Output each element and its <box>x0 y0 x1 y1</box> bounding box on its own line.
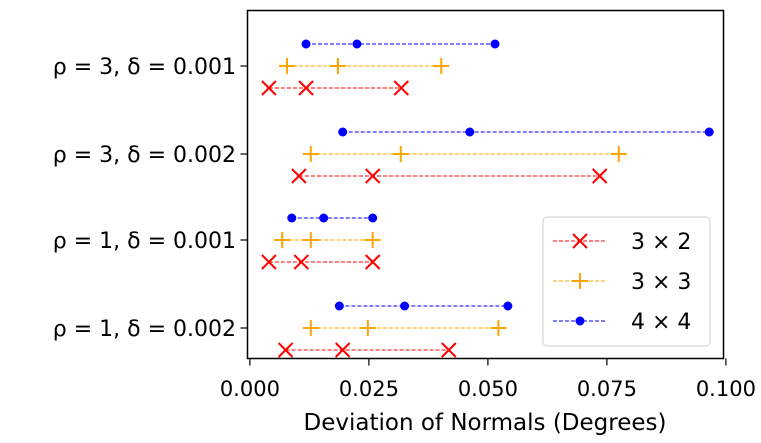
data-point <box>400 301 410 311</box>
data-point <box>704 127 714 137</box>
data-point <box>393 80 409 96</box>
data-point <box>291 168 307 184</box>
data-point <box>465 127 475 137</box>
legend-marker <box>572 233 588 249</box>
y-tick-label: ρ = 1, δ = 0.002 <box>53 317 236 342</box>
data-point <box>274 232 291 248</box>
legend-label: 4 × 4 <box>631 310 691 335</box>
data-point <box>352 39 362 49</box>
data-point <box>359 320 376 336</box>
data-point <box>279 58 296 74</box>
data-point <box>293 254 309 270</box>
plot-frame <box>246 9 725 360</box>
data-point <box>298 80 314 96</box>
data-point <box>503 301 513 311</box>
legend-marker <box>572 273 588 289</box>
data-point <box>592 168 608 184</box>
data-point <box>261 254 277 270</box>
data-point <box>364 254 381 270</box>
y-axis: ρ = 3, δ = 0.001 ρ = 3, δ = 0.002 ρ = 1, δ… <box>53 55 248 342</box>
x-tick-label: 0.050 <box>458 377 518 401</box>
data-point <box>261 80 277 96</box>
data-point <box>319 213 329 223</box>
x-tick-label: 0.075 <box>577 377 637 401</box>
data-point <box>302 320 319 336</box>
data-point <box>364 168 381 184</box>
data-point <box>287 213 297 223</box>
data-point <box>368 213 378 223</box>
data-point <box>610 146 627 162</box>
data-point <box>334 342 351 358</box>
data-point <box>490 39 500 49</box>
data-point <box>441 342 457 358</box>
data-point <box>329 58 346 74</box>
data-point <box>277 342 294 358</box>
data-point <box>433 58 450 74</box>
y-tick-label: ρ = 1, δ = 0.001 <box>53 229 236 254</box>
plot-marks <box>261 39 714 358</box>
data-point <box>338 127 348 137</box>
data-point <box>301 39 311 49</box>
data-point <box>364 232 381 248</box>
x-axis-label: Deviation of Normals (Degrees) <box>304 410 667 436</box>
data-point <box>334 301 344 311</box>
data-point <box>490 320 507 336</box>
data-point <box>302 232 319 248</box>
x-tick-label: 0.025 <box>339 377 399 401</box>
legend-marker <box>575 316 585 326</box>
x-tick-label: 0.100 <box>696 377 756 401</box>
legend-label: 3 × 2 <box>631 230 691 255</box>
legend: 3 × 2 3 × 3 4 × 4 <box>542 216 711 347</box>
legend-label: 3 × 3 <box>631 270 691 295</box>
x-axis: 0.000 0.025 0.050 0.075 0.100 <box>220 358 756 401</box>
data-point <box>392 146 409 162</box>
data-point <box>302 146 319 162</box>
y-tick-label: ρ = 3, δ = 0.002 <box>53 143 236 168</box>
y-tick-label: ρ = 3, δ = 0.001 <box>53 55 236 80</box>
legend-box <box>542 216 711 347</box>
x-tick-label: 0.000 <box>220 377 280 401</box>
